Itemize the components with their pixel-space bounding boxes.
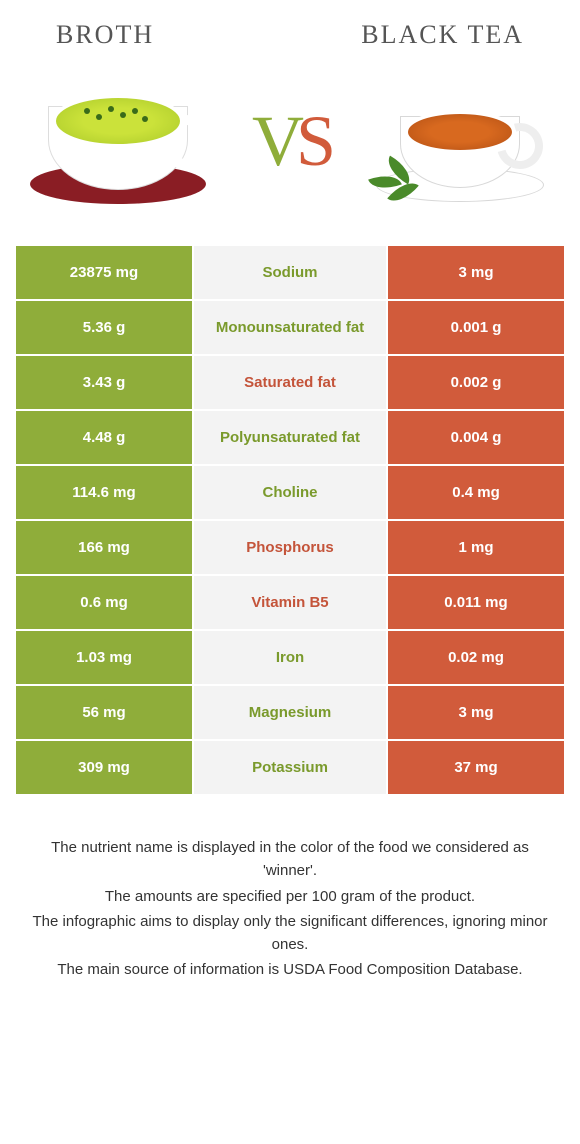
right-value: 1 mg bbox=[386, 521, 564, 574]
black-tea-image bbox=[366, 66, 556, 216]
left-value: 56 mg bbox=[16, 686, 194, 739]
left-value: 23875 mg bbox=[16, 246, 194, 299]
left-value: 309 mg bbox=[16, 741, 194, 794]
right-value: 3 mg bbox=[386, 246, 564, 299]
nutrient-label: Vitamin B5 bbox=[194, 576, 386, 629]
table-row: 1.03 mgIron0.02 mg bbox=[16, 631, 564, 686]
right-value: 0.002 g bbox=[386, 356, 564, 409]
right-value: 3 mg bbox=[386, 686, 564, 739]
table-row: 4.48 gPolyunsaturated fat0.004 g bbox=[16, 411, 564, 466]
nutrient-label: Polyunsaturated fat bbox=[194, 411, 386, 464]
vs-label: VS bbox=[252, 100, 328, 183]
table-row: 166 mgPhosphorus1 mg bbox=[16, 521, 564, 576]
left-value: 0.6 mg bbox=[16, 576, 194, 629]
right-value: 0.02 mg bbox=[386, 631, 564, 684]
table-row: 114.6 mgCholine0.4 mg bbox=[16, 466, 564, 521]
table-row: 5.36 gMonounsaturated fat0.001 g bbox=[16, 301, 564, 356]
nutrient-label: Magnesium bbox=[194, 686, 386, 739]
footer-line: The amounts are specified per 100 gram o… bbox=[30, 885, 550, 908]
nutrient-label: Phosphorus bbox=[194, 521, 386, 574]
right-value: 37 mg bbox=[386, 741, 564, 794]
hero-row: VS bbox=[16, 56, 564, 244]
broth-image bbox=[24, 66, 214, 216]
left-value: 4.48 g bbox=[16, 411, 194, 464]
footer-line: The main source of information is USDA F… bbox=[30, 958, 550, 981]
left-food-title: Broth bbox=[56, 20, 154, 50]
table-row: 0.6 mgVitamin B50.011 mg bbox=[16, 576, 564, 631]
right-value: 0.4 mg bbox=[386, 466, 564, 519]
vs-s: S bbox=[296, 101, 328, 181]
table-row: 23875 mgSodium3 mg bbox=[16, 246, 564, 301]
table-row: 3.43 gSaturated fat0.002 g bbox=[16, 356, 564, 411]
right-value: 0.011 mg bbox=[386, 576, 564, 629]
nutrient-comparison-table: 23875 mgSodium3 mg5.36 gMonounsaturated … bbox=[16, 244, 564, 796]
nutrient-label: Potassium bbox=[194, 741, 386, 794]
left-value: 166 mg bbox=[16, 521, 194, 574]
header-titles: Broth Black tea bbox=[16, 20, 564, 56]
table-row: 56 mgMagnesium3 mg bbox=[16, 686, 564, 741]
left-value: 114.6 mg bbox=[16, 466, 194, 519]
table-row: 309 mgPotassium37 mg bbox=[16, 741, 564, 796]
footer-line: The infographic aims to display only the… bbox=[30, 910, 550, 957]
right-value: 0.001 g bbox=[386, 301, 564, 354]
left-value: 1.03 mg bbox=[16, 631, 194, 684]
footer-notes: The nutrient name is displayed in the co… bbox=[16, 796, 564, 982]
nutrient-label: Sodium bbox=[194, 246, 386, 299]
right-value: 0.004 g bbox=[386, 411, 564, 464]
vs-v: V bbox=[252, 101, 296, 181]
footer-line: The nutrient name is displayed in the co… bbox=[30, 836, 550, 883]
nutrient-label: Iron bbox=[194, 631, 386, 684]
nutrient-label: Saturated fat bbox=[194, 356, 386, 409]
left-value: 5.36 g bbox=[16, 301, 194, 354]
left-value: 3.43 g bbox=[16, 356, 194, 409]
right-food-title: Black tea bbox=[361, 20, 524, 50]
nutrient-label: Monounsaturated fat bbox=[194, 301, 386, 354]
nutrient-label: Choline bbox=[194, 466, 386, 519]
